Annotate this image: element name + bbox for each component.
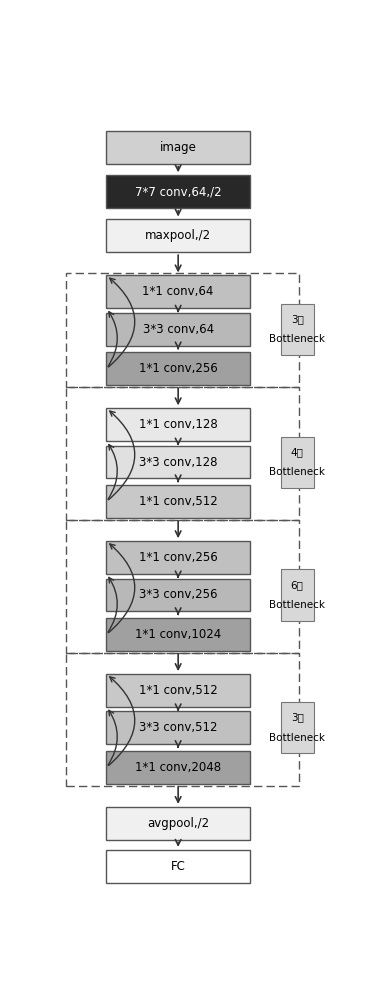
- Text: Bottleneck: Bottleneck: [269, 334, 325, 344]
- Text: 1*1 conv,256: 1*1 conv,256: [139, 551, 218, 564]
- FancyBboxPatch shape: [107, 485, 250, 518]
- Text: 3*3 conv,512: 3*3 conv,512: [139, 721, 218, 734]
- Text: 4个: 4个: [291, 447, 304, 457]
- FancyBboxPatch shape: [107, 579, 250, 611]
- FancyBboxPatch shape: [281, 437, 314, 488]
- FancyBboxPatch shape: [107, 175, 250, 208]
- Text: FC: FC: [171, 860, 186, 873]
- FancyBboxPatch shape: [281, 569, 314, 620]
- FancyBboxPatch shape: [107, 850, 250, 883]
- FancyBboxPatch shape: [281, 304, 314, 355]
- Text: image: image: [160, 141, 196, 154]
- FancyBboxPatch shape: [107, 541, 250, 574]
- Text: 1*1 conv,256: 1*1 conv,256: [139, 362, 218, 375]
- FancyBboxPatch shape: [107, 408, 250, 441]
- Text: 1*1 conv,1024: 1*1 conv,1024: [135, 628, 221, 641]
- Text: 1*1 conv,512: 1*1 conv,512: [139, 684, 218, 697]
- Text: 7*7 conv,64,/2: 7*7 conv,64,/2: [135, 185, 222, 198]
- Text: 3个: 3个: [291, 314, 304, 324]
- Text: 3*3 conv,64: 3*3 conv,64: [142, 323, 214, 336]
- Text: avgpool,/2: avgpool,/2: [147, 817, 209, 830]
- FancyBboxPatch shape: [107, 352, 250, 385]
- FancyBboxPatch shape: [107, 219, 250, 252]
- Text: maxpool,/2: maxpool,/2: [145, 229, 211, 242]
- FancyBboxPatch shape: [107, 751, 250, 784]
- Text: 6个: 6个: [291, 580, 304, 590]
- Text: 1*1 conv,2048: 1*1 conv,2048: [135, 761, 221, 774]
- FancyBboxPatch shape: [107, 446, 250, 478]
- Text: 1*1 conv,128: 1*1 conv,128: [139, 418, 218, 431]
- FancyBboxPatch shape: [107, 807, 250, 840]
- Text: Bottleneck: Bottleneck: [269, 467, 325, 477]
- Text: 3*3 conv,128: 3*3 conv,128: [139, 456, 218, 469]
- Text: 1*1 conv,512: 1*1 conv,512: [139, 495, 218, 508]
- FancyBboxPatch shape: [107, 711, 250, 744]
- Text: Bottleneck: Bottleneck: [269, 733, 325, 743]
- FancyBboxPatch shape: [107, 674, 250, 707]
- FancyBboxPatch shape: [107, 618, 250, 651]
- Text: 3*3 conv,256: 3*3 conv,256: [139, 588, 218, 601]
- Text: Bottleneck: Bottleneck: [269, 600, 325, 610]
- FancyBboxPatch shape: [281, 702, 314, 753]
- FancyBboxPatch shape: [107, 313, 250, 346]
- FancyBboxPatch shape: [107, 275, 250, 308]
- FancyBboxPatch shape: [107, 131, 250, 164]
- Text: 3个: 3个: [291, 713, 304, 723]
- Text: 1*1 conv,64: 1*1 conv,64: [142, 285, 214, 298]
